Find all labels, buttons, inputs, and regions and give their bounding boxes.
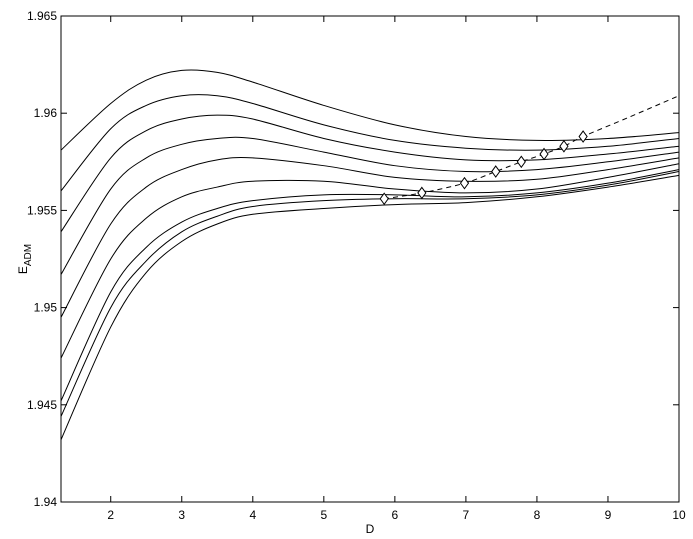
x-axis-label: D: [366, 522, 375, 536]
y-tick-label: 1.965: [27, 9, 57, 23]
diamond-marker-5: [516, 155, 526, 169]
curve-layer: [60, 69, 680, 440]
series-line-1: [60, 69, 680, 151]
trend-layer: [384, 95, 680, 200]
trend-line-dashed: [384, 95, 680, 200]
series-line-3: [60, 114, 680, 233]
x-axis: 2 3 4 5 6 7 8 9 10: [107, 16, 686, 522]
x-tick-label: 10: [672, 508, 686, 522]
diamond-marker-6: [539, 147, 549, 161]
x-tick-label: 9: [605, 508, 612, 522]
x-tick-label: 8: [534, 508, 541, 522]
y-tick-label: 1.96: [34, 106, 58, 120]
x-tick-label: 5: [320, 508, 327, 522]
y-tick-label: 1.955: [27, 203, 57, 217]
x-tick-label: 2: [107, 508, 114, 522]
y-axis-label-main: E: [16, 266, 30, 274]
series-line-7: [60, 169, 680, 402]
diamond-marker-2: [417, 186, 427, 200]
series-line-6: [60, 163, 680, 359]
x-tick-label: 4: [249, 508, 256, 522]
series-line-9: [60, 174, 680, 440]
series-line-8: [60, 171, 680, 417]
diamond-marker-3: [459, 176, 470, 190]
diamond-marker-8: [578, 130, 588, 143]
diamond-marker-1: [379, 192, 389, 206]
x-tick-label: 6: [392, 508, 399, 522]
diamond-marker-4: [491, 165, 501, 178]
series-line-4: [60, 136, 680, 275]
plot-frame: [60, 15, 680, 503]
y-axis-label: EADM: [16, 244, 34, 274]
series-line-2: [60, 94, 680, 192]
x-tick-label: 3: [178, 508, 185, 522]
x-tick-label: 7: [463, 508, 470, 522]
y-tick-label: 1.945: [27, 398, 57, 412]
y-tick-label: 1.94: [34, 495, 58, 509]
y-axis: 1.94 1.945 1.95 1.955 1.96 1.965: [27, 9, 679, 509]
diamond-marker-7: [559, 139, 569, 153]
y-axis-label-subscript: ADM: [23, 244, 34, 266]
marker-layer: [379, 130, 588, 206]
series-line-5: [60, 157, 680, 318]
y-tick-label: 1.95: [34, 301, 58, 315]
